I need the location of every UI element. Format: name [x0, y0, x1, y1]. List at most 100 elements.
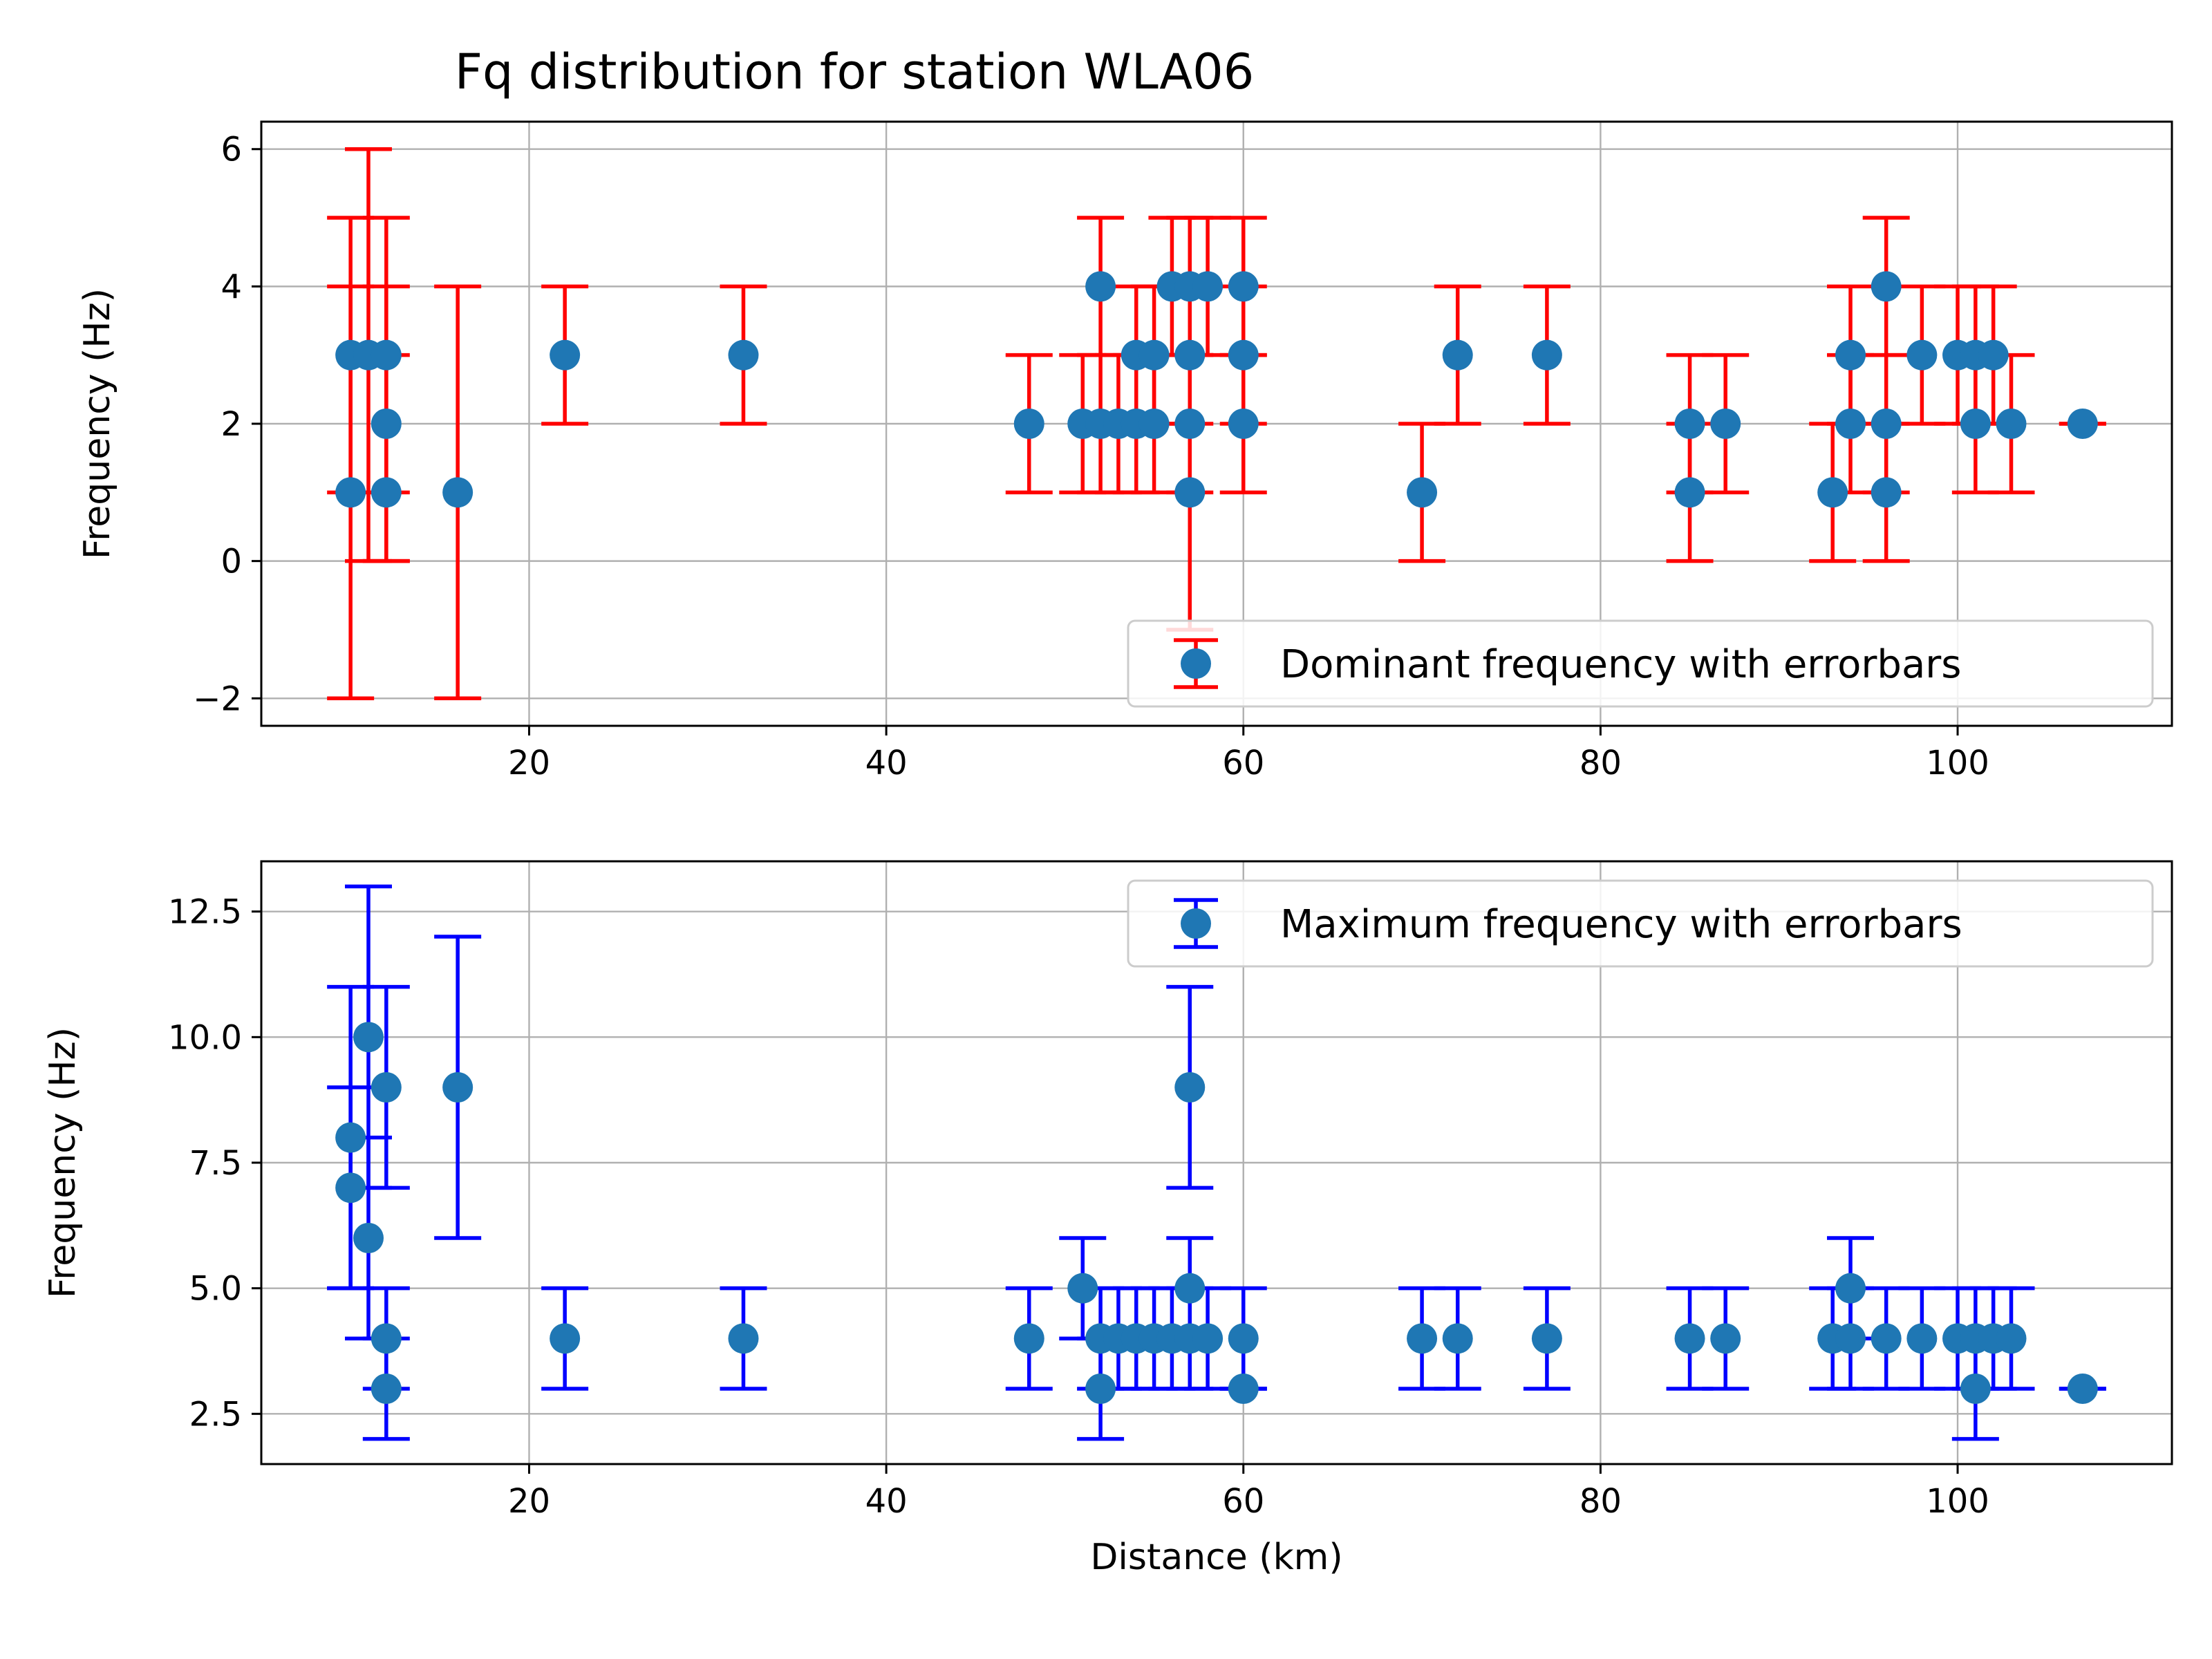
data-point: [1228, 1374, 1259, 1404]
legend-marker: [1181, 908, 1211, 939]
data-point: [1710, 1323, 1741, 1354]
data-point: [1085, 1374, 1116, 1404]
data-point: [371, 409, 402, 439]
data-point: [1442, 339, 1473, 371]
panel-dominant-frequency: 20 40 60 80 100 −2 0 2 4 6 Frequency (Hz) Dominant …: [77, 120, 2173, 782]
data-point: [1228, 339, 1259, 371]
data-point: [1192, 1323, 1224, 1354]
data-point: [1013, 1323, 1044, 1354]
data-point: [1871, 477, 1902, 508]
data-point: [1960, 1374, 1991, 1404]
data-point: [442, 477, 474, 508]
legend: Maximum frequency with errorbars: [1127, 879, 2154, 968]
data-point: [550, 339, 581, 371]
data-point: [1531, 339, 1562, 371]
y-tick-label: 2: [221, 405, 242, 444]
x-tick-label: 60: [1222, 1482, 1264, 1521]
data-point: [1174, 1273, 1206, 1304]
y-tick-label: 6: [221, 131, 242, 169]
data-point: [335, 1172, 366, 1203]
data-point: [335, 477, 366, 508]
data-point: [1674, 1323, 1705, 1354]
y-tick-label: −2: [193, 679, 242, 718]
data-point: [1906, 339, 1938, 371]
data-point: [353, 1223, 384, 1253]
data-point: [442, 1072, 474, 1103]
data-point: [1228, 271, 1259, 302]
data-point: [1192, 271, 1224, 302]
data-point: [1960, 409, 1991, 439]
data-point: [1067, 1273, 1098, 1304]
data-point: [1835, 1273, 1866, 1304]
x-tick-label: 80: [1580, 1482, 1622, 1521]
data-point: [1174, 1072, 1206, 1103]
data-point: [1996, 409, 2027, 439]
data-point: [1531, 1323, 1562, 1354]
data-point: [1174, 477, 1206, 508]
data-point: [1835, 1323, 1866, 1354]
x-tick-label: 100: [1926, 1482, 1989, 1521]
x-tick-label: 20: [508, 1482, 550, 1521]
data-point: [1228, 409, 1259, 439]
y-tick-label: 4: [221, 268, 242, 306]
y-tick-label: 10.0: [168, 1018, 242, 1057]
legend-label: Maximum frequency with errorbars: [1280, 902, 1962, 947]
data-point: [1710, 409, 1741, 439]
data-point: [1085, 271, 1116, 302]
data-point: [2067, 1374, 2098, 1404]
y-axis-label: Frequency (Hz): [77, 288, 118, 559]
data-point: [1978, 339, 2009, 371]
data-point: [1674, 409, 1705, 439]
legend-box: [1127, 619, 2154, 708]
y-tick-label: 2.5: [189, 1395, 242, 1434]
data-point: [371, 339, 402, 371]
data-point: [371, 1323, 402, 1354]
y-axis-label: Frequency (Hz): [42, 1027, 84, 1298]
legend: Dominant frequency with errorbars: [1127, 619, 2154, 708]
x-tick-label: 100: [1926, 744, 1989, 782]
data-point: [1138, 409, 1170, 439]
y-tick-label: 5.0: [189, 1270, 242, 1309]
data-point: [1835, 409, 1866, 439]
data-point: [550, 1323, 581, 1354]
legend-box: [1127, 879, 2154, 968]
x-axis-label: Distance (km): [1090, 1537, 1342, 1578]
data-point: [728, 339, 759, 371]
data-point: [1407, 1323, 1438, 1354]
data-point: [1174, 339, 1206, 371]
y-tick-label: 12.5: [168, 893, 242, 932]
x-tick-label: 80: [1580, 744, 1622, 782]
chart-title: Fq distribution for station WLA06: [455, 44, 1255, 100]
y-tick-label: 7.5: [189, 1144, 242, 1183]
series-0: [327, 147, 2106, 701]
y-tick-label: 0: [221, 543, 242, 581]
legend-label: Dominant frequency with errorbars: [1280, 642, 1961, 687]
x-tick-label: 40: [865, 744, 908, 782]
data-point: [2067, 409, 2098, 439]
data-point: [335, 1122, 366, 1153]
panel-maximum-frequency: 20 40 60 80 100 2.5 5.0 7.5 10.0 12.5 Frequency (H…: [42, 860, 2173, 1578]
data-point: [1817, 477, 1848, 508]
data-point: [1871, 1323, 1902, 1354]
x-tick-label: 40: [865, 1482, 908, 1521]
x-tick-label: 20: [508, 744, 550, 782]
data-point: [1996, 1323, 2027, 1354]
data-point: [1442, 1323, 1473, 1354]
data-point: [371, 477, 402, 508]
data-point: [1871, 271, 1902, 302]
data-point: [1835, 339, 1866, 371]
data-point: [1013, 409, 1044, 439]
data-point: [728, 1323, 759, 1354]
data-point: [1871, 409, 1902, 439]
data-point: [371, 1072, 402, 1103]
data-point: [353, 1022, 384, 1053]
data-point: [1174, 409, 1206, 439]
data-point: [371, 1374, 402, 1404]
legend-marker: [1181, 648, 1211, 679]
data-point: [1138, 339, 1170, 371]
data-point: [1228, 1323, 1259, 1354]
x-tick-label: 60: [1222, 744, 1264, 782]
data-point: [1407, 477, 1438, 508]
